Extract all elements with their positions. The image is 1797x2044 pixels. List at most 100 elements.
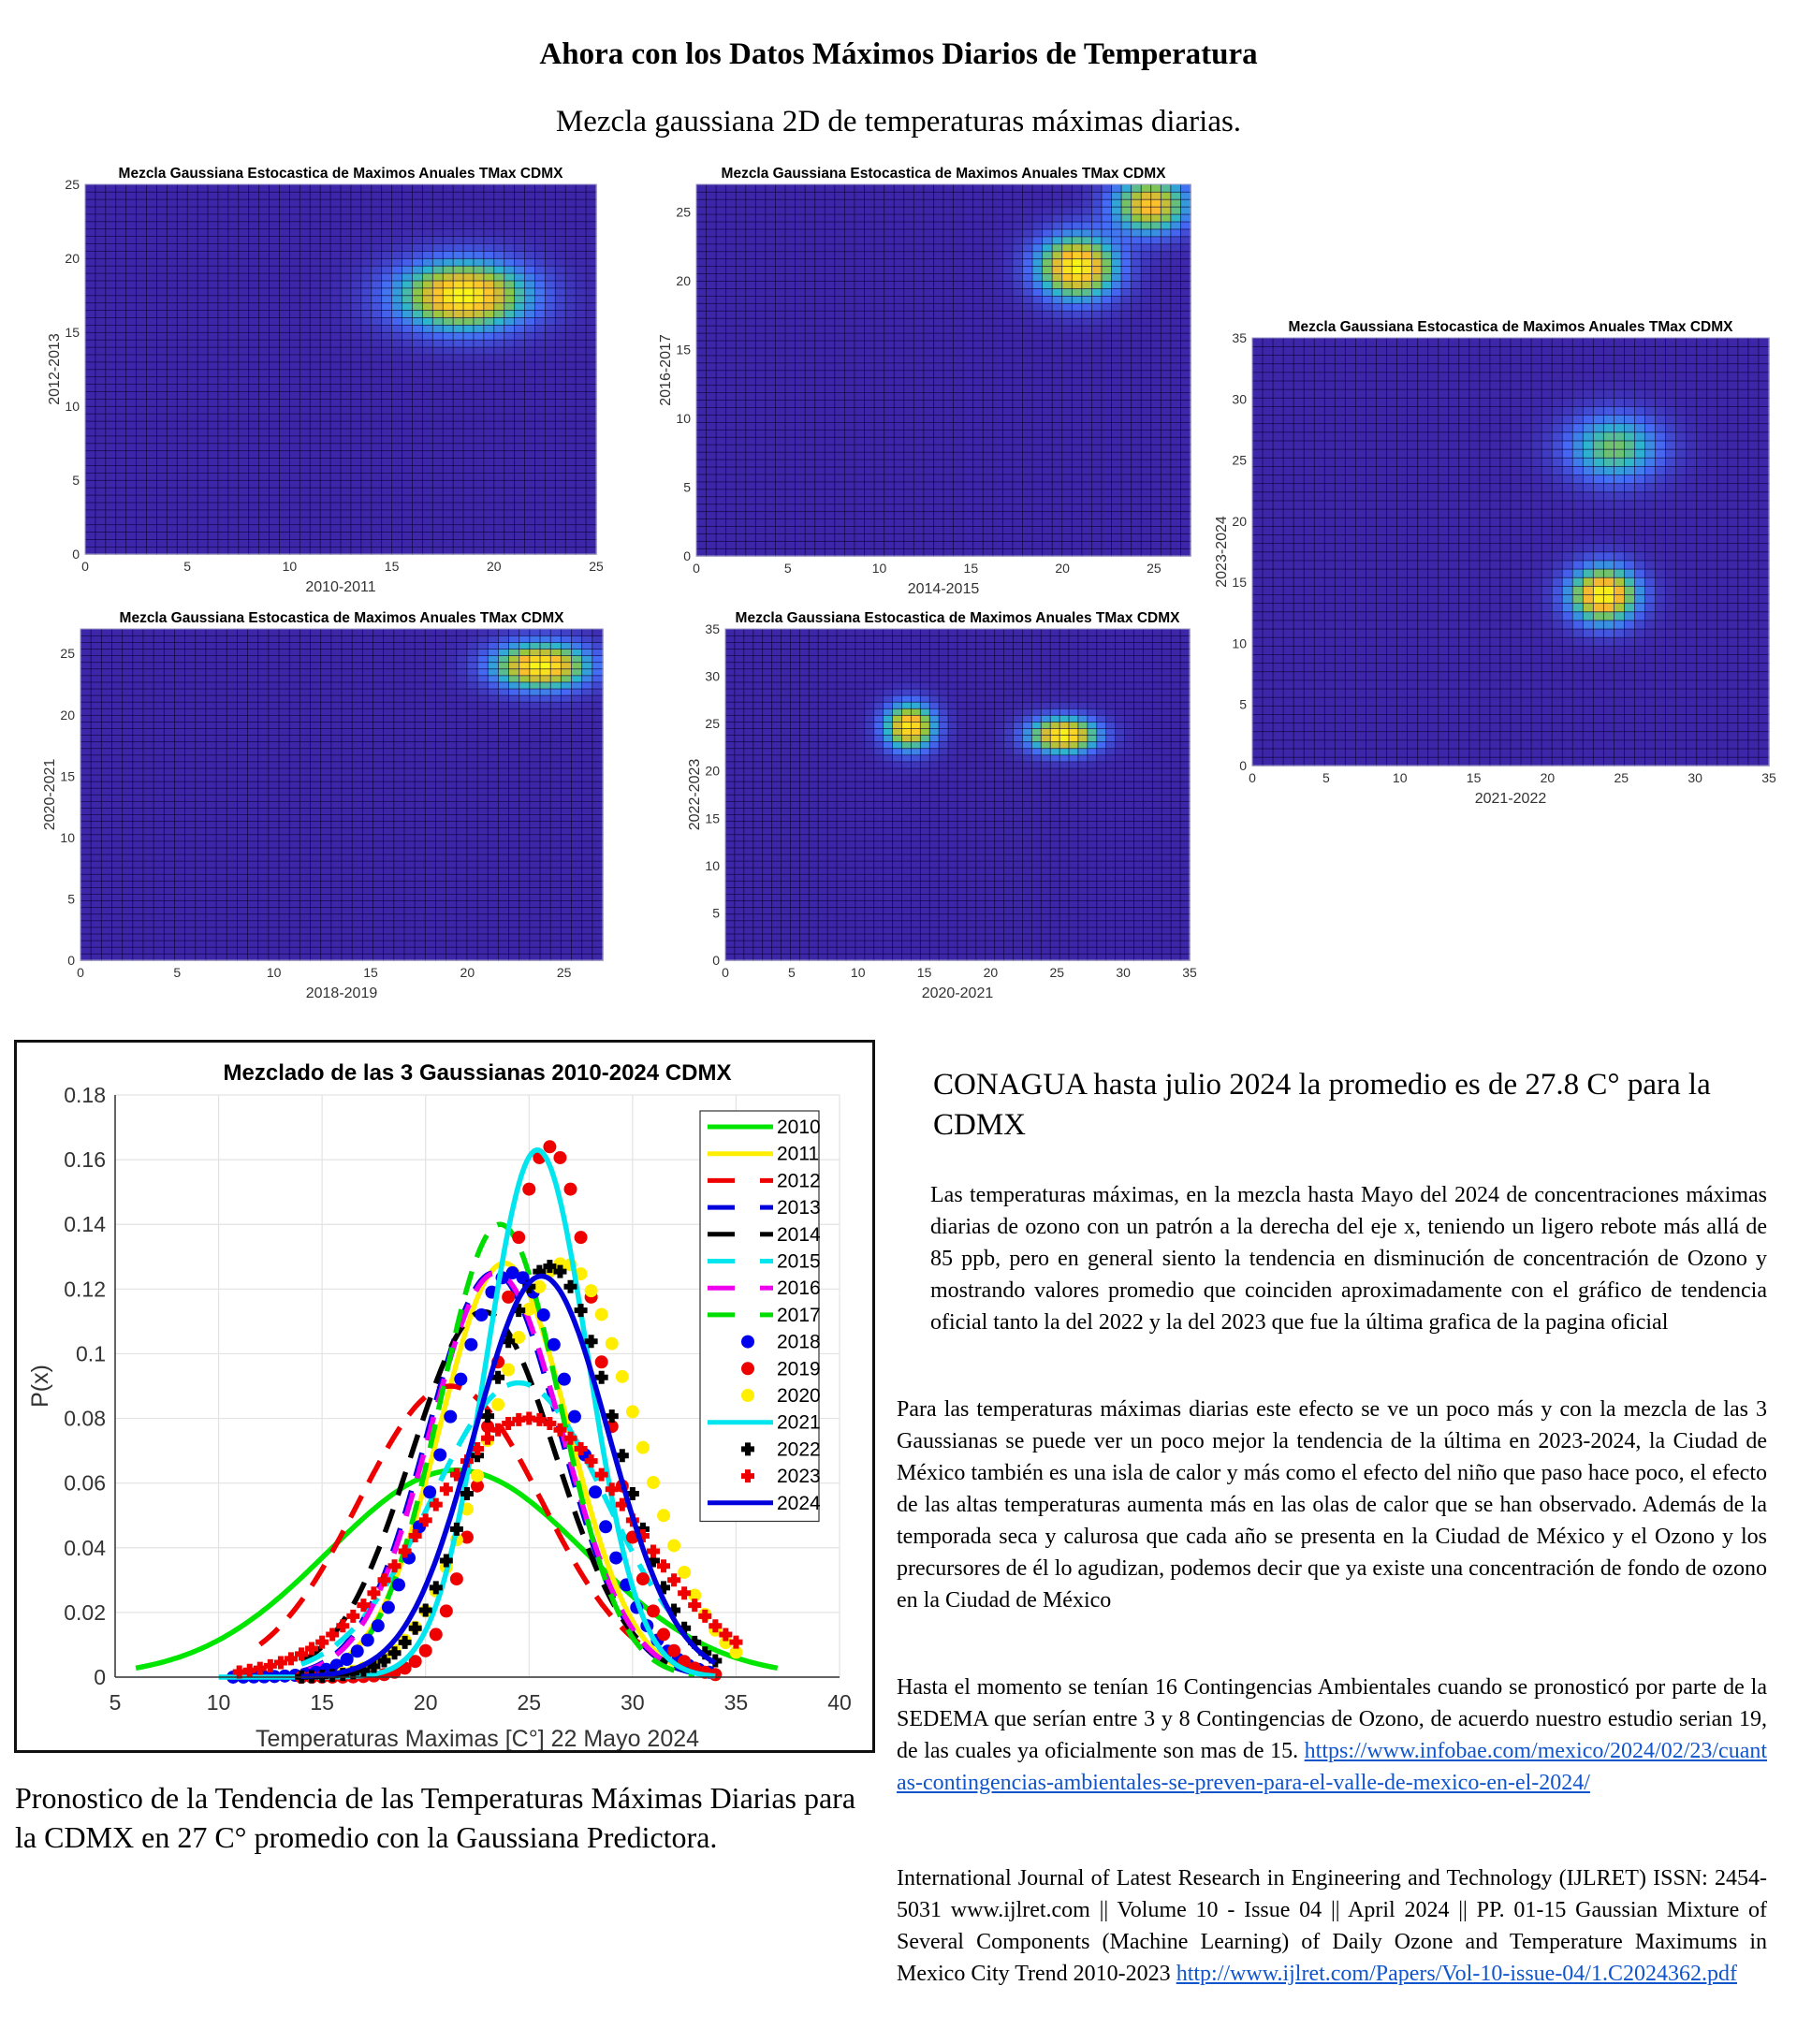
heatmap-cell (136, 383, 148, 392)
heatmap-cell (903, 221, 915, 230)
heatmap-cell (982, 251, 994, 260)
heatmap-cell (1061, 510, 1073, 519)
heatmap-cell (421, 183, 433, 193)
heatmap-cell (514, 206, 526, 215)
heatmap-cell (923, 302, 935, 312)
heatmap-cell (95, 295, 107, 304)
heatmap-cell (431, 435, 444, 445)
heatmap-cell (462, 413, 475, 422)
heatmap-cell (765, 548, 777, 557)
heatmap-cell (725, 228, 737, 238)
heatmap-cell (186, 301, 198, 311)
heatmap-cell (754, 548, 767, 557)
heatmap-cell (269, 546, 281, 555)
heatmap-cell (156, 383, 168, 392)
heatmap-cell (136, 494, 148, 504)
heatmap-cell (279, 390, 291, 400)
heatmap-cell (514, 383, 526, 392)
heatmap-cell (564, 369, 577, 378)
heatmap-cell (942, 213, 955, 223)
heatmap-cell (340, 472, 352, 481)
heatmap-cell (524, 443, 536, 452)
heatmap-cell (695, 183, 708, 193)
heatmap-cell (340, 494, 352, 504)
heatmap-cell (575, 369, 587, 378)
heatmap-cell (765, 295, 777, 304)
heatmap-cell (524, 280, 536, 289)
heatmap-cell (1071, 347, 1083, 357)
heatmap-cell (804, 459, 816, 468)
heatmap-cell (136, 198, 148, 208)
heatmap-cell (864, 317, 875, 327)
heatmap-cell (504, 295, 516, 304)
heatmap-cell (972, 332, 984, 342)
heatmap-cell (843, 302, 855, 312)
heatmap-cell (893, 504, 905, 513)
heatmap-cell (166, 221, 178, 230)
heatmap-cell (1120, 310, 1132, 319)
heatmap-cell (248, 250, 260, 259)
heatmap-cell (923, 206, 935, 215)
heatmap-cell (176, 257, 188, 267)
heatmap-cell (1170, 451, 1182, 460)
heatmap-cell (279, 487, 291, 496)
heatmap-cell (391, 250, 403, 259)
heatmap-cell (402, 280, 414, 289)
heatmap-cell (1022, 504, 1033, 513)
heatmap-cell (884, 287, 895, 297)
heatmap-cell (564, 346, 577, 356)
heatmap-cell (186, 198, 198, 208)
heatmap-cell (329, 472, 342, 481)
heatmap-cell (125, 242, 138, 252)
heatmap-cell (706, 489, 717, 498)
heatmap-cell (884, 406, 895, 416)
heatmap-cell (884, 459, 895, 468)
heatmap-cell (186, 309, 198, 318)
heatmap-cell (299, 301, 311, 311)
heatmap-cell (1012, 444, 1024, 453)
heatmap-cell (350, 265, 362, 274)
heatmap-cell (824, 258, 836, 268)
heatmap-cell (105, 428, 117, 437)
heatmap-cell (1170, 265, 1182, 274)
heatmap-cell (156, 213, 168, 223)
heatmap-cell (238, 331, 250, 341)
heatmap-cell (319, 413, 331, 422)
heatmap-cell (1131, 243, 1142, 253)
heatmap-cell (575, 280, 587, 289)
heatmap-cell (524, 183, 536, 193)
heatmap-cell (227, 228, 240, 238)
heatmap-cell (350, 443, 362, 452)
heatmap-cell (745, 355, 757, 364)
heatmap-cell (884, 466, 895, 475)
heatmap-cell (754, 525, 767, 534)
heatmap-cell (299, 383, 311, 392)
heatmap-cell (1022, 489, 1033, 498)
heatmap-cell (784, 317, 796, 327)
heatmap-cell (473, 487, 485, 496)
heatmap-cell (504, 354, 516, 363)
heatmap-cell (843, 451, 855, 460)
heatmap-cell (412, 449, 424, 459)
heatmap-cell (1120, 265, 1132, 274)
heatmap-cell (1042, 317, 1053, 327)
heatmap-cell (1081, 510, 1093, 519)
heatmap-cell (706, 474, 717, 483)
heatmap-cell (725, 213, 737, 223)
heatmap-cell (1120, 429, 1132, 438)
heatmap-cell (1131, 414, 1142, 423)
heatmap-cell (923, 332, 935, 342)
heatmap-cell (442, 546, 454, 555)
heatmap-cell (1042, 421, 1053, 431)
heatmap-cell (299, 464, 311, 474)
heatmap-cell (923, 191, 935, 200)
heatmap-cell (350, 413, 362, 422)
heatmap-cell (1081, 540, 1093, 549)
heatmap-cell (166, 390, 178, 400)
heatmap-cell (942, 451, 955, 460)
heatmap-cell (824, 347, 836, 357)
heatmap-cell (1140, 540, 1152, 549)
heatmap-cell (136, 235, 148, 244)
heatmap-cell (982, 406, 994, 416)
heatmap-cell (105, 228, 117, 238)
